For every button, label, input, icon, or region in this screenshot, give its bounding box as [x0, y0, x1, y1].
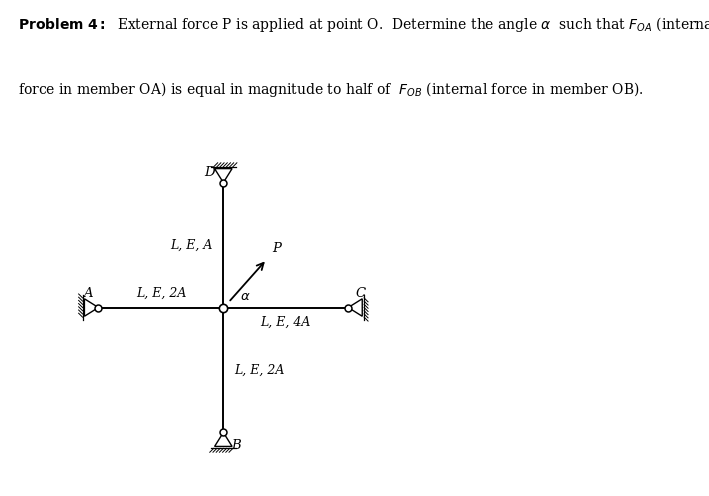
Text: L, E, A: L, E, A	[169, 239, 212, 251]
Text: $\alpha$: $\alpha$	[240, 290, 250, 303]
Text: L, E, 2A: L, E, 2A	[135, 287, 186, 300]
Text: L, E, 2A: L, E, 2A	[235, 364, 285, 376]
Text: D: D	[204, 166, 215, 179]
Text: $\mathbf{Problem\ 4:}$  External force P is applied at point O.  Determine the a: $\mathbf{Problem\ 4:}$ External force P …	[18, 15, 709, 35]
Text: C: C	[356, 287, 366, 300]
Text: B: B	[231, 438, 240, 452]
Text: L, E, 4A: L, E, 4A	[261, 316, 311, 329]
Text: P: P	[272, 243, 281, 255]
Text: force in member OA) is equal in magnitude to half of  $F_{OB}$ (internal force i: force in member OA) is equal in magnitud…	[18, 80, 644, 99]
Text: A: A	[82, 287, 92, 300]
